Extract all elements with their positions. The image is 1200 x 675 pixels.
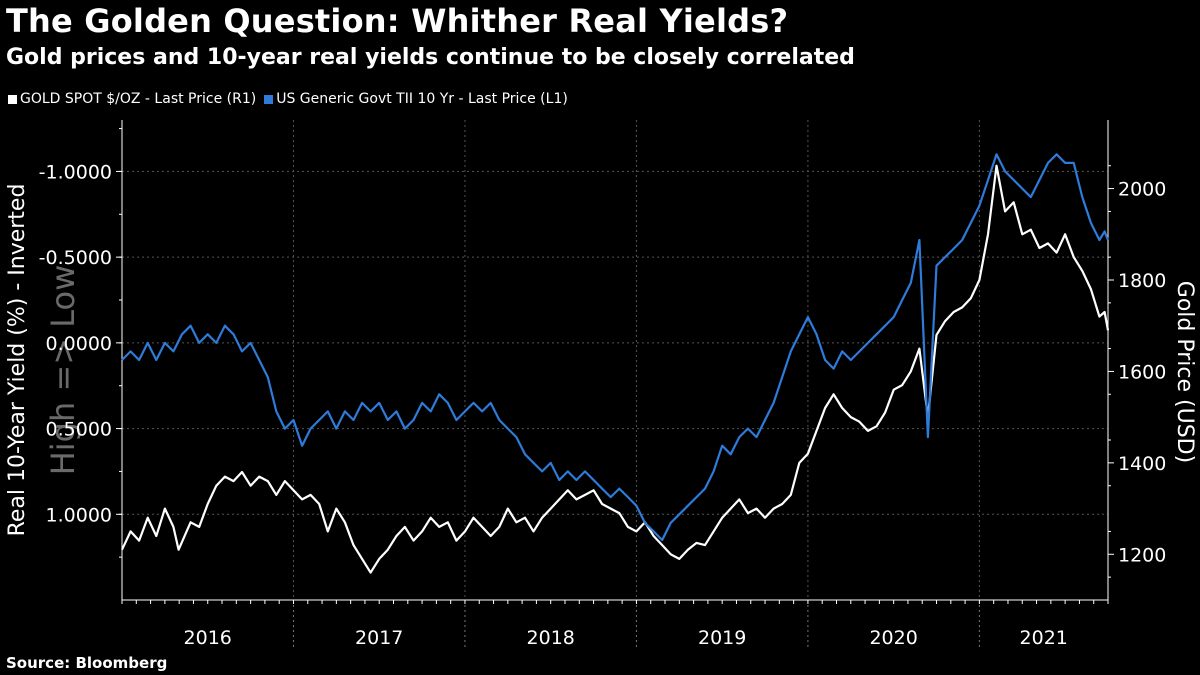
x-tick-label: 2021 [1020, 627, 1068, 649]
left-tick-label: -0.5000 [39, 247, 112, 269]
watermark-text: High => Low [44, 265, 82, 476]
gridlines [122, 120, 1108, 600]
source-note: Source: Bloomberg [6, 654, 168, 672]
x-tick-label: 2018 [527, 627, 575, 649]
right-tick-label: 1800 [1118, 270, 1166, 292]
series-lines [121, 153, 1110, 574]
x-tick-label: 2017 [355, 627, 403, 649]
x-tick-label: 2019 [698, 627, 746, 649]
right-tick-label: 2000 [1118, 179, 1166, 201]
legend: GOLD SPOT $/OZ - Last Price (R1) US Gene… [8, 91, 568, 107]
axes [116, 120, 1114, 648]
left-tick-label: 1.0000 [46, 504, 112, 526]
series-line-real-yield [121, 153, 1110, 542]
chart-subtitle: Gold prices and 10-year real yields cont… [6, 45, 855, 70]
axis-labels: -1.0000 -0.5000 0.0000 0.5000 1.0000 1200 1400… [5, 161, 1197, 649]
watermark: High => Low [44, 265, 82, 476]
right-axis-title: Gold Price (USD) [1172, 281, 1197, 463]
right-tick-label: 1200 [1118, 544, 1166, 566]
right-tick-label: 1600 [1118, 361, 1166, 383]
left-axis-title: Real 10-Year Yield (%) - Inverted [5, 184, 30, 537]
legend-swatch-yield [264, 94, 274, 104]
left-tick-label: 0.5000 [46, 419, 112, 441]
chart-title: The Golden Question: Whither Real Yields… [6, 2, 789, 40]
legend-item-gold: GOLD SPOT $/OZ - Last Price (R1) [8, 91, 256, 107]
left-tick-label: 0.0000 [46, 333, 112, 355]
right-tick-label: 1400 [1118, 453, 1166, 475]
legend-label-gold: GOLD SPOT $/OZ - Last Price (R1) [20, 91, 257, 107]
left-tick-label: -1.0000 [39, 161, 112, 183]
legend-swatch-gold [8, 94, 17, 104]
legend-label-yield: US Generic Govt TII 10 Yr - Last Price (… [276, 91, 568, 107]
series-line-gold [121, 164, 1110, 574]
x-tick-label: 2016 [184, 627, 232, 649]
x-tick-label: 2020 [869, 627, 917, 649]
legend-item-yield: US Generic Govt TII 10 Yr - Last Price (… [264, 91, 568, 107]
